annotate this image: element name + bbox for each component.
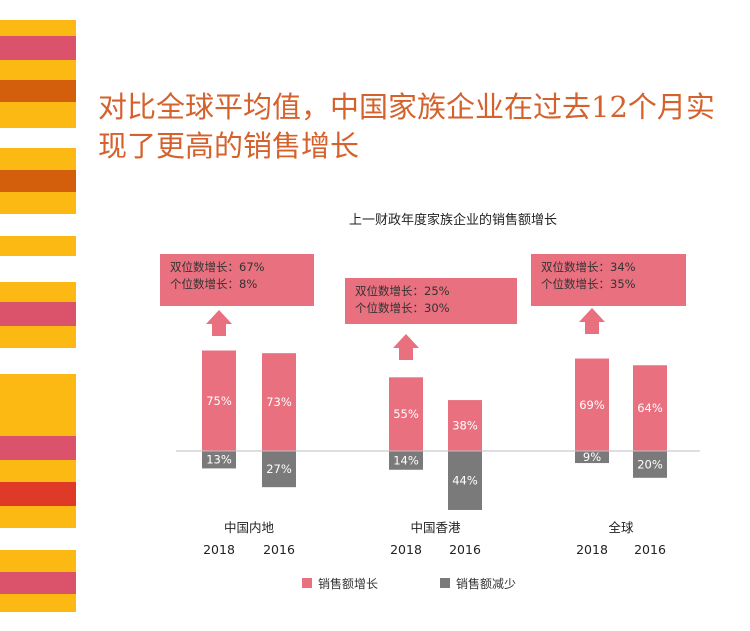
up-arrow-icon — [206, 310, 232, 336]
stripe-band — [0, 170, 76, 192]
stripe-band — [0, 60, 76, 80]
bar-growth — [575, 358, 609, 451]
year-tick-label: 2016 — [449, 542, 481, 557]
data-label-decline: 44% — [452, 473, 478, 487]
stripe-band — [0, 80, 76, 102]
callout-box — [160, 254, 314, 306]
callout-text: 个位数增长：30% — [355, 301, 450, 315]
bar-decline — [633, 451, 667, 478]
decorative-stripes — [0, 20, 76, 612]
bar-growth — [262, 353, 296, 451]
legend-swatch — [440, 578, 450, 588]
group-label: 全球 — [608, 520, 634, 535]
stripe-band — [0, 282, 76, 302]
year-tick-label: 2016 — [263, 542, 295, 557]
legend-swatch — [302, 578, 312, 588]
stripe-band — [0, 20, 76, 36]
data-label-growth: 55% — [393, 407, 419, 421]
stripe-band — [0, 550, 76, 572]
page-title: 对比全球平均值，中国家族企业在过去12个月实现了更高的销售增长 — [98, 90, 715, 163]
callout-text: 个位数增长：35% — [541, 277, 636, 291]
year-tick-label: 2018 — [390, 542, 422, 557]
stripe-band — [0, 302, 76, 326]
data-label-decline: 27% — [266, 462, 292, 476]
stripe-band — [0, 482, 76, 506]
bar-decline — [202, 451, 236, 469]
bar-growth — [202, 350, 236, 451]
data-label-decline: 13% — [206, 453, 232, 467]
callout-box — [531, 254, 686, 306]
callout-text: 双位数增长：25% — [355, 284, 450, 298]
up-arrow-icon — [393, 334, 419, 360]
data-label-decline: 14% — [393, 453, 419, 467]
bar-growth — [448, 400, 482, 451]
legend-label: 销售额增长 — [318, 576, 378, 591]
bar-growth — [389, 377, 423, 451]
up-arrow-icon — [579, 308, 605, 334]
data-label-decline: 20% — [637, 457, 663, 471]
data-label-decline: 9% — [583, 450, 601, 464]
year-tick-label: 2016 — [634, 542, 666, 557]
callout-text: 个位数增长：8% — [170, 277, 257, 291]
group-label: 中国香港 — [410, 520, 461, 535]
callout-text: 双位数增长：67% — [170, 260, 265, 274]
year-tick-label: 2018 — [576, 542, 608, 557]
legend-item: 销售额减少 — [440, 576, 516, 591]
data-label-growth: 69% — [579, 398, 605, 412]
data-label-growth: 64% — [637, 401, 663, 415]
stripe-band — [0, 192, 76, 214]
stripe-band — [0, 572, 76, 594]
callout-text: 双位数增长：34% — [541, 260, 636, 274]
data-label-growth: 75% — [206, 394, 232, 408]
legend-label: 销售额减少 — [456, 576, 516, 591]
data-label-growth: 38% — [452, 419, 478, 433]
bar-decline — [389, 451, 423, 470]
stripe-band — [0, 374, 76, 436]
legend-item: 销售额增长 — [302, 576, 378, 591]
stripe-band — [0, 102, 76, 128]
chart-group: 双位数增长：25% 个位数增长：30% 55% 14% 2018 38% 44% 2016 中国… — [345, 278, 517, 557]
bar-decline — [448, 451, 482, 510]
year-tick-label: 2018 — [203, 542, 235, 557]
chart-group: 双位数增长：67% 个位数增长：8% 75% 13% 2018 73% 27% 2016 中国内… — [160, 254, 314, 557]
group-label: 中国内地 — [224, 520, 275, 535]
stripe-band — [0, 506, 76, 528]
stripe-band — [0, 36, 76, 60]
stripe-band — [0, 236, 76, 256]
chart-title: 上一财政年度家族企业的销售额增长 — [349, 212, 557, 228]
stripe-band — [0, 460, 76, 482]
stripe-band — [0, 148, 76, 170]
bar-decline — [575, 451, 609, 464]
stripe-band — [0, 326, 76, 348]
stripe-band — [0, 436, 76, 460]
stripe-band — [0, 594, 76, 612]
bar-growth — [633, 365, 667, 451]
bar-decline — [262, 451, 296, 488]
data-label-growth: 73% — [266, 395, 292, 409]
callout-box — [345, 278, 517, 324]
